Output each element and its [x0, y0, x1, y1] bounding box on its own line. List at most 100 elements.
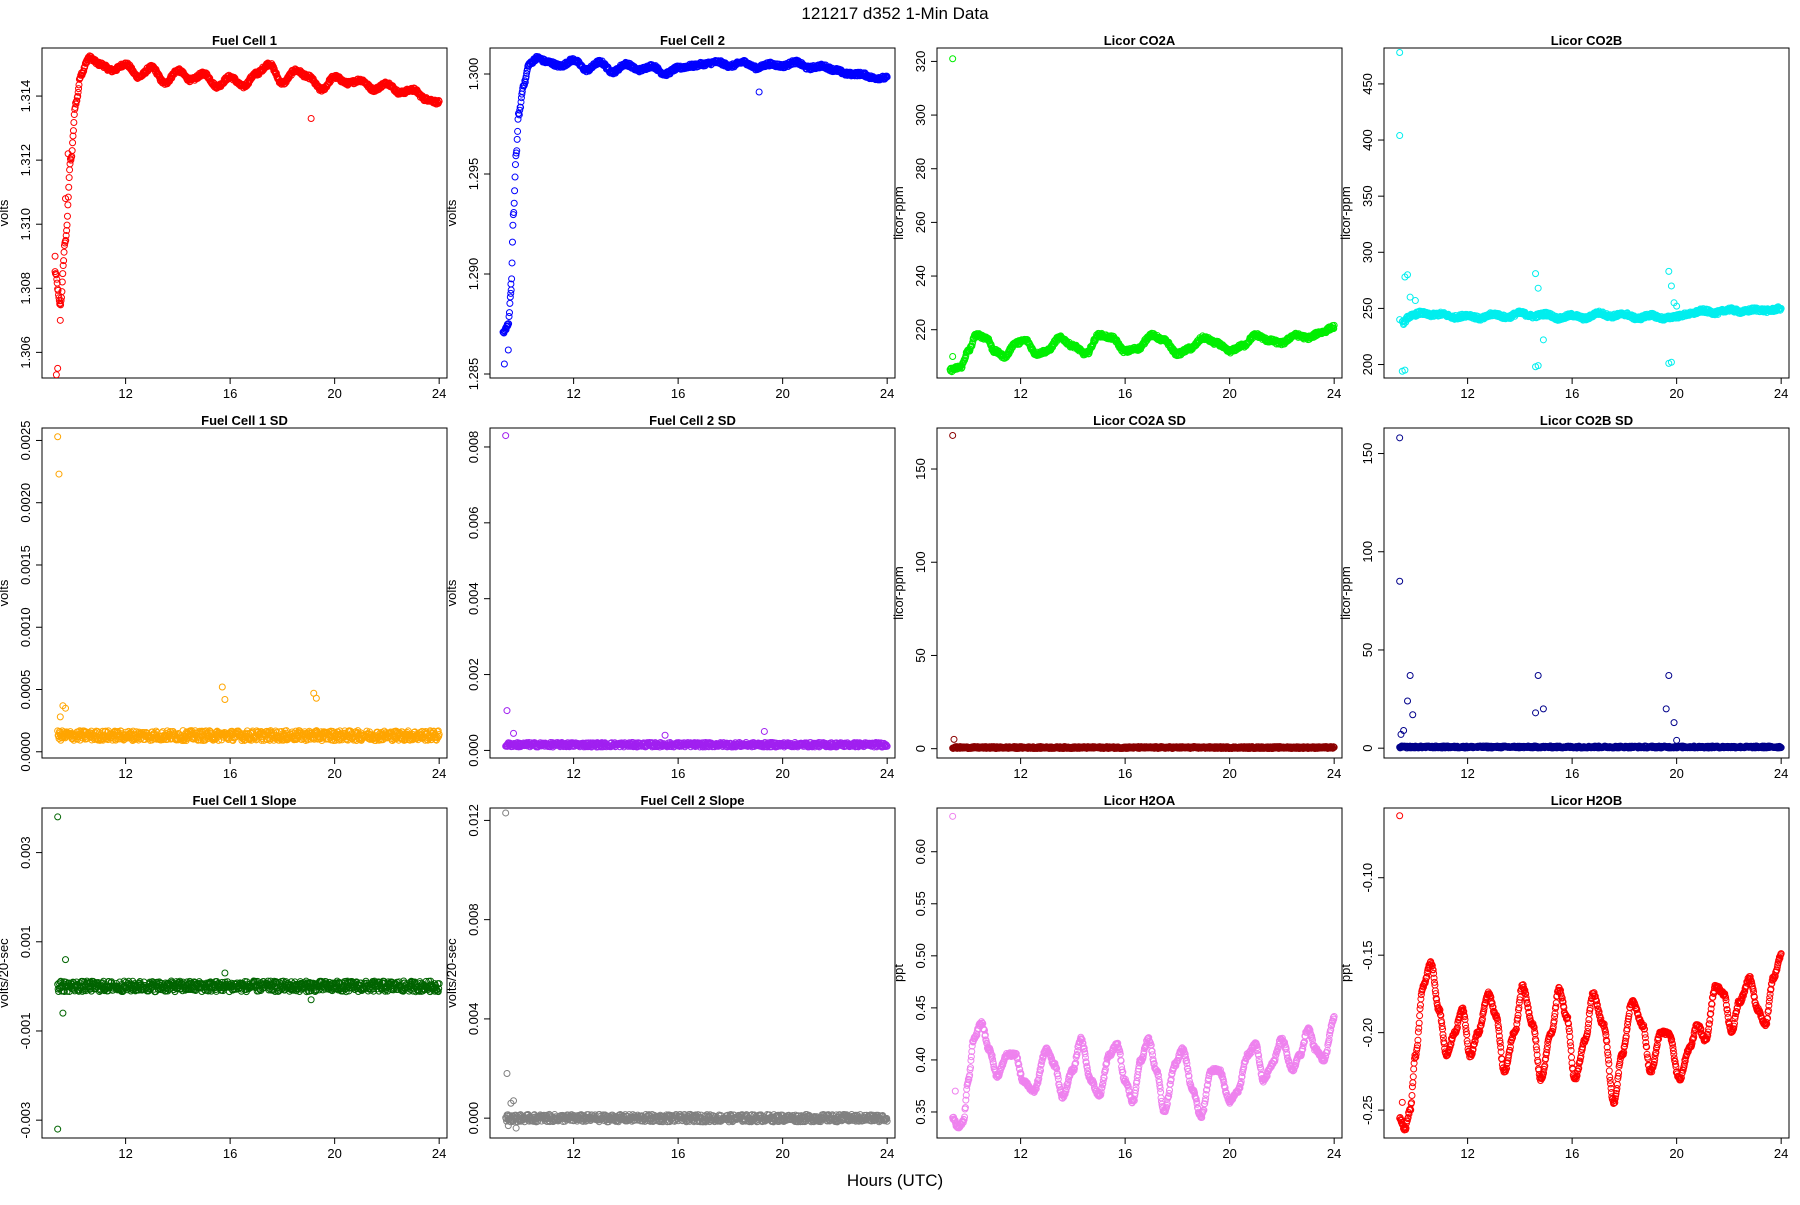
data-points — [947, 56, 1337, 375]
data-point — [509, 260, 515, 266]
y-tick-label: 1.308 — [18, 272, 33, 305]
data-point — [756, 89, 762, 95]
y-tick-label: 1.300 — [466, 58, 481, 91]
x-tick-label: 20 — [1222, 386, 1236, 401]
data-point — [509, 239, 515, 245]
data-point — [1412, 298, 1418, 304]
data-points — [1397, 49, 1784, 374]
x-tick-label: 20 — [775, 766, 789, 781]
data-point — [1535, 285, 1541, 291]
page-title: 121217 d352 1-Min Data — [801, 4, 989, 23]
data-point — [219, 684, 225, 690]
data-point — [53, 372, 59, 378]
y-tick-label: 0.004 — [466, 582, 481, 615]
y-tick-label: 260 — [913, 212, 928, 234]
data-point — [507, 300, 513, 306]
x-tick-label: 24 — [432, 766, 446, 781]
plot-frame — [490, 48, 895, 378]
y-tick-label: 280 — [913, 158, 928, 180]
data-point — [57, 317, 63, 323]
data-point — [66, 184, 72, 190]
data-point — [514, 136, 520, 142]
x-tick-label: 24 — [432, 386, 446, 401]
y-tick-label: 0.0025 — [18, 421, 33, 461]
y-axis-label: volts — [444, 199, 459, 226]
x-tick-label: 16 — [223, 766, 237, 781]
x-tick-label: 24 — [880, 386, 894, 401]
y-tick-label: 240 — [913, 265, 928, 287]
data-point — [65, 202, 71, 208]
y-tick-label: 1.314 — [18, 80, 33, 113]
data-point — [56, 471, 62, 477]
y-axis-label: volts — [0, 199, 11, 226]
y-tick-label: 450 — [1360, 73, 1375, 95]
y-tick-label: 220 — [913, 319, 928, 341]
x-tick-label: 24 — [880, 766, 894, 781]
plot-frame — [42, 428, 447, 758]
y-tick-label: 0.008 — [466, 431, 481, 464]
y-tick-label: 0.000 — [466, 734, 481, 767]
data-point — [950, 56, 956, 62]
data-point — [510, 222, 516, 228]
data-point — [61, 249, 67, 255]
x-tick-label: 12 — [1460, 386, 1474, 401]
x-tick-label: 20 — [327, 386, 341, 401]
data-point — [1666, 268, 1672, 274]
x-tick-label: 24 — [1774, 386, 1788, 401]
y-axis-label: volts — [0, 579, 11, 606]
panel-title: Licor CO2A — [1104, 33, 1176, 48]
data-point — [57, 714, 63, 720]
y-tick-label: 1.310 — [18, 208, 33, 241]
data-point — [60, 271, 66, 277]
data-point — [515, 128, 521, 134]
data-point — [313, 695, 319, 701]
y-tick-label: 200 — [1360, 354, 1375, 376]
data-point — [222, 696, 228, 702]
data-point — [512, 174, 518, 180]
data-point — [66, 175, 72, 181]
panel-title: Fuel Cell 2 SD — [649, 413, 736, 428]
panel-title: Licor CO2B — [1551, 33, 1623, 48]
x-tick-label: 12 — [118, 386, 132, 401]
x-tick-label: 12 — [118, 766, 132, 781]
y-tick-label: 1.285 — [466, 358, 481, 391]
data-point — [64, 213, 70, 219]
y-tick-label: 0.0005 — [18, 670, 33, 710]
data-point — [512, 188, 518, 194]
x-tick-label: 20 — [775, 386, 789, 401]
data-point — [1540, 337, 1546, 343]
data-point — [55, 434, 61, 440]
y-tick-label: 300 — [913, 104, 928, 126]
y-tick-label: 0.0010 — [18, 607, 33, 647]
x-tick-label: 16 — [671, 386, 685, 401]
x-tick-label: 12 — [1013, 386, 1027, 401]
data-point — [506, 310, 512, 316]
y-tick-label: 250 — [1360, 298, 1375, 320]
y-tick-label: 0.0015 — [18, 545, 33, 585]
y-tick-label: 1.306 — [18, 336, 33, 369]
x-tick-label: 12 — [566, 766, 580, 781]
data-point — [1397, 133, 1403, 139]
y-tick-label: 1.290 — [466, 258, 481, 291]
plot-frame — [937, 48, 1342, 378]
plot-frame — [490, 428, 895, 758]
data-point — [501, 361, 507, 367]
x-axis-label: Hours (UTC) — [847, 1171, 943, 1190]
data-point — [308, 115, 314, 121]
data-point — [52, 253, 58, 259]
y-tick-label: 1.312 — [18, 144, 33, 177]
data-point — [512, 162, 518, 168]
y-axis-label: licor-ppm — [1338, 186, 1353, 239]
data-points — [52, 53, 442, 378]
plot-frame — [1384, 48, 1789, 378]
x-tick-label: 12 — [566, 386, 580, 401]
x-tick-label: 20 — [1669, 386, 1683, 401]
y-tick-label: 0.002 — [466, 658, 481, 691]
data-point — [71, 119, 77, 125]
